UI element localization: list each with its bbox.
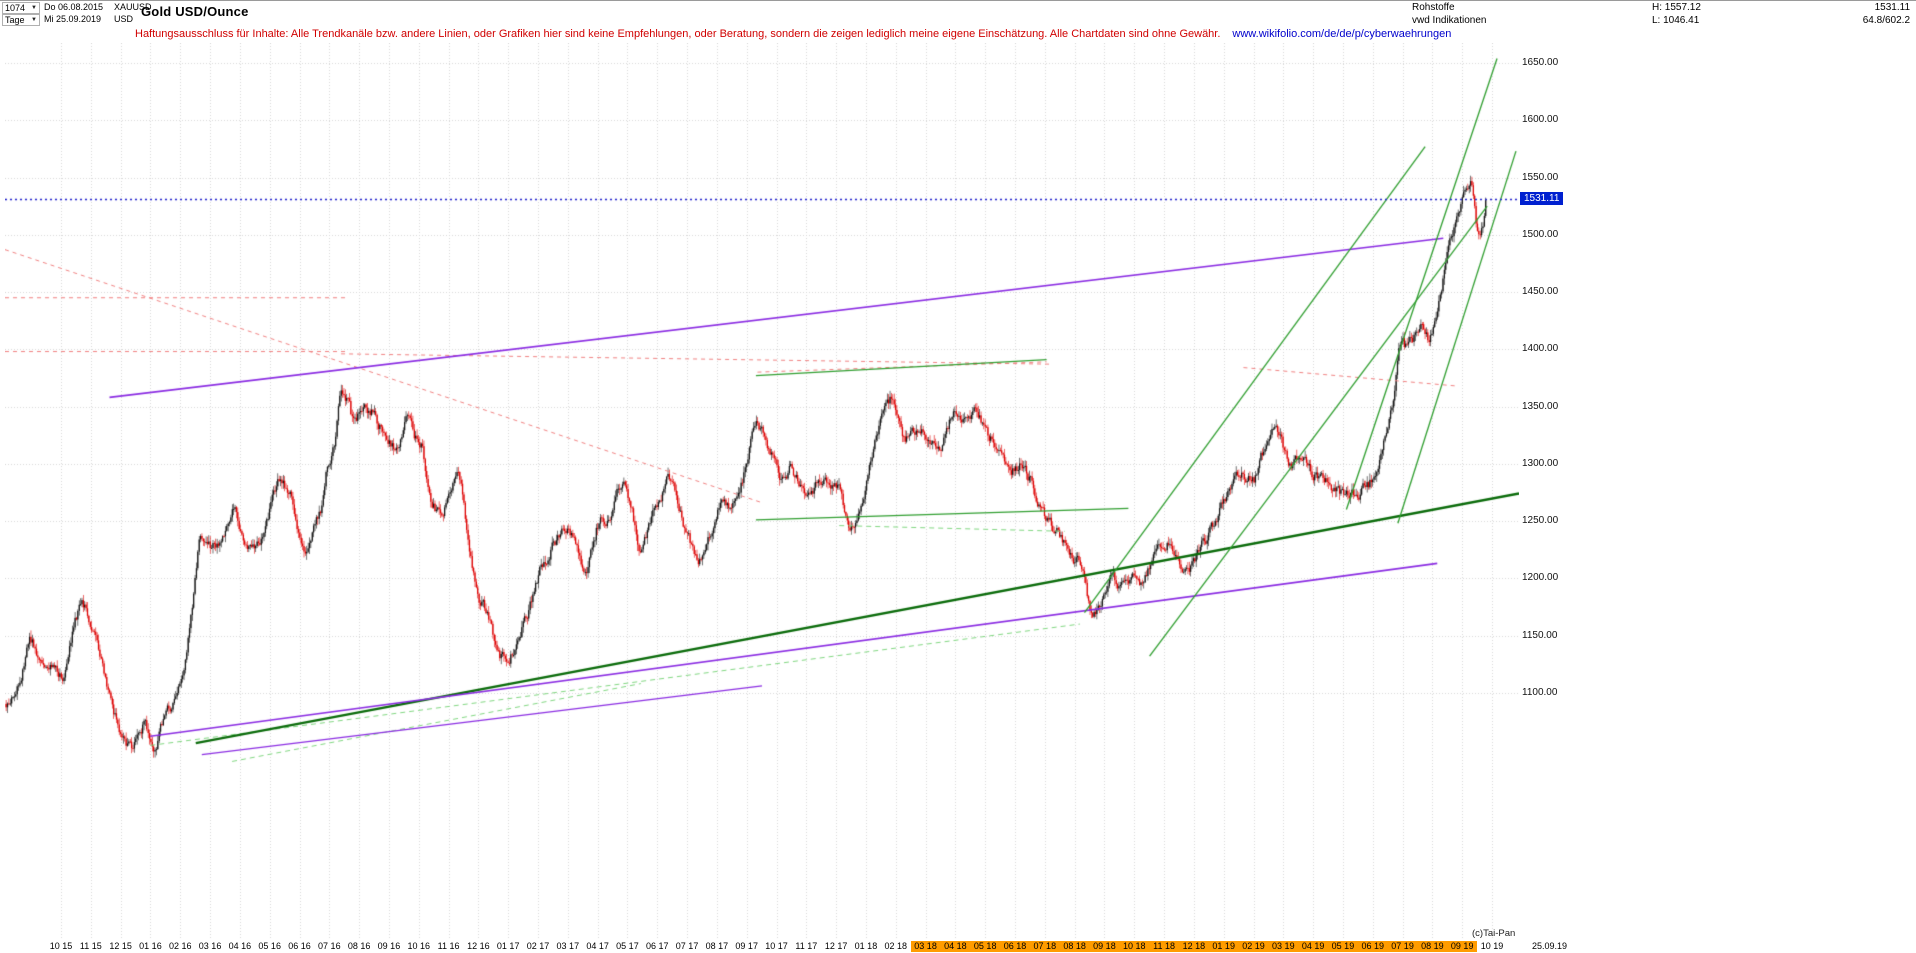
- x-axis-label: 02 16: [168, 941, 192, 951]
- x-axis-label: 10 17: [765, 941, 788, 951]
- quote-high-value: H: 1557.12: [1652, 2, 1701, 13]
- toolbar: 1074 ▼ Do 06.08.2015 XAUUSD Tage ▼ Mi 25.09.2…: [2, 2, 152, 26]
- x-axis-label: 04 17: [586, 941, 609, 951]
- quote-category-label: Rohstoffe: [1412, 2, 1455, 13]
- quote-ratio-value: 64.8/602.2: [1862, 15, 1910, 26]
- x-axis-label: 01 19: [1212, 941, 1235, 951]
- end-date-field[interactable]: Mi 25.09.2019: [44, 14, 102, 24]
- x-axis-label: 06 16: [288, 941, 311, 951]
- chart-title: Gold USD/Ounce: [141, 4, 249, 19]
- price-canvas[interactable]: [5, 43, 1519, 940]
- bars-count-dropdown[interactable]: 1074 ▼: [2, 2, 40, 14]
- x-axis-label: 09 18: [1093, 941, 1116, 951]
- x-axis-label: 03 18: [914, 941, 937, 951]
- x-axis-label: 06 19: [1361, 941, 1385, 951]
- x-axis-label: 05 16: [258, 941, 281, 951]
- x-axis-label: 04 16: [228, 941, 252, 951]
- quote-low-value: L: 1046.41: [1652, 15, 1700, 26]
- x-axis-label: 11 16: [437, 941, 460, 951]
- x-axis-label: 02 19: [1242, 941, 1265, 951]
- x-axis-label: 01 18: [854, 941, 878, 951]
- chevron-down-icon: ▼: [31, 17, 37, 23]
- x-axis: 10 15 11 15 12 15 01 16 02 16 03 16 04 16 05 16…: [5, 941, 1519, 953]
- x-axis-label: 03 17: [556, 941, 580, 951]
- x-axis-label: 07 16: [318, 941, 341, 951]
- x-axis-label: 04 19: [1301, 941, 1325, 951]
- x-axis-label: 12 17: [824, 941, 848, 951]
- y-axis-label: 1600.00: [1522, 114, 1559, 126]
- last-price-tag: 1531.11: [1520, 192, 1564, 206]
- x-axis-label: 04 18: [944, 941, 967, 951]
- period-value: Tage: [5, 15, 25, 25]
- x-axis-label: 08 17: [705, 941, 729, 951]
- y-axis-label: 1550.00: [1522, 171, 1559, 183]
- y-axis-label: 1100.00: [1522, 686, 1558, 698]
- x-axis-label: 11 18: [1153, 941, 1175, 951]
- y-axis-label: 1500.00: [1522, 228, 1559, 240]
- x-axis-label: 01 16: [139, 941, 162, 951]
- x-axis-label: 02 17: [526, 941, 550, 951]
- x-axis-label: 12 15: [109, 941, 132, 951]
- x-axis-label: 07 19: [1391, 941, 1414, 951]
- chevron-down-icon: ▼: [31, 5, 37, 11]
- disclaimer-text: Haftungsausschluss für Inhalte: Alle Tre…: [135, 28, 1221, 40]
- x-axis-label: 09 16: [377, 941, 401, 951]
- y-axis: 1531.11 1650.00 1600.00 1550.00 1500.00 1450…: [1520, 43, 1582, 948]
- y-axis-label: 1450.00: [1522, 286, 1559, 297]
- x-axis-label: 12 16: [467, 941, 490, 951]
- x-axis-label: 06 17: [645, 941, 669, 951]
- x-axis-label: 07 18: [1033, 941, 1057, 951]
- x-axis-label: 08 16: [347, 941, 371, 951]
- date-stamp-label: 25.09.19: [1532, 941, 1568, 951]
- x-axis-label: 10 15: [49, 941, 73, 951]
- x-axis-label: 09 19: [1450, 941, 1474, 951]
- x-axis-label: 05 18: [973, 941, 997, 951]
- quote-last-value: 1531.11: [1874, 2, 1910, 13]
- x-axis-highlight-band: [910, 941, 1478, 952]
- disclaimer-link: www.wikifolio.com/de/de/p/cyberwaehrunge…: [1232, 28, 1452, 40]
- x-axis-label: 02 18: [884, 941, 908, 951]
- x-axis-label: 09 17: [735, 941, 758, 951]
- y-axis-label: 1650.00: [1522, 57, 1559, 68]
- start-date-field[interactable]: Do 06.08.2015: [44, 2, 104, 12]
- copyright-label: (c)Tai-Pan: [1472, 928, 1516, 939]
- quote-panel: Rohstoffe H: 1557.12 1531.11 vwd Indikat…: [1412, 2, 1910, 28]
- x-axis-label: 10 16: [407, 941, 431, 951]
- y-axis-label: 1150.00: [1522, 629, 1558, 641]
- x-axis-label: 08 19: [1421, 941, 1444, 951]
- symbol-label: XAUUSD: [114, 2, 152, 12]
- x-axis-label: 07 17: [675, 941, 699, 951]
- period-dropdown[interactable]: Tage ▼: [2, 14, 40, 26]
- x-axis-label: 05 19: [1331, 941, 1355, 951]
- x-axis-label: 03 16: [198, 941, 222, 951]
- x-axis-label: 06 18: [1003, 941, 1027, 951]
- x-axis-label: 10 18: [1122, 941, 1146, 951]
- x-axis-label: 03 19: [1272, 941, 1295, 951]
- bars-count-value: 1074: [5, 3, 26, 13]
- x-axis-label: 05 17: [616, 941, 639, 951]
- currency-label: USD: [114, 14, 134, 24]
- y-axis-label: 1400.00: [1522, 343, 1559, 355]
- x-axis-label: 10 19: [1480, 941, 1504, 951]
- x-axis-label: 12 18: [1182, 941, 1206, 951]
- x-axis-label: 08 18: [1063, 941, 1086, 951]
- y-axis-label: 1200.00: [1522, 572, 1559, 584]
- quote-feed-label: vwd Indikationen: [1412, 15, 1487, 26]
- y-axis-label: 1350.00: [1522, 400, 1559, 412]
- y-axis-label: 1300.00: [1522, 457, 1559, 469]
- x-axis-label: 01 17: [496, 941, 520, 951]
- y-axis-label: 1250.00: [1522, 515, 1559, 526]
- x-axis-label: 11 17: [795, 941, 818, 951]
- disclaimer: Haftungsausschluss für Inhalte: Alle Tre…: [135, 28, 1451, 40]
- x-axis-label: 11 15: [79, 941, 102, 951]
